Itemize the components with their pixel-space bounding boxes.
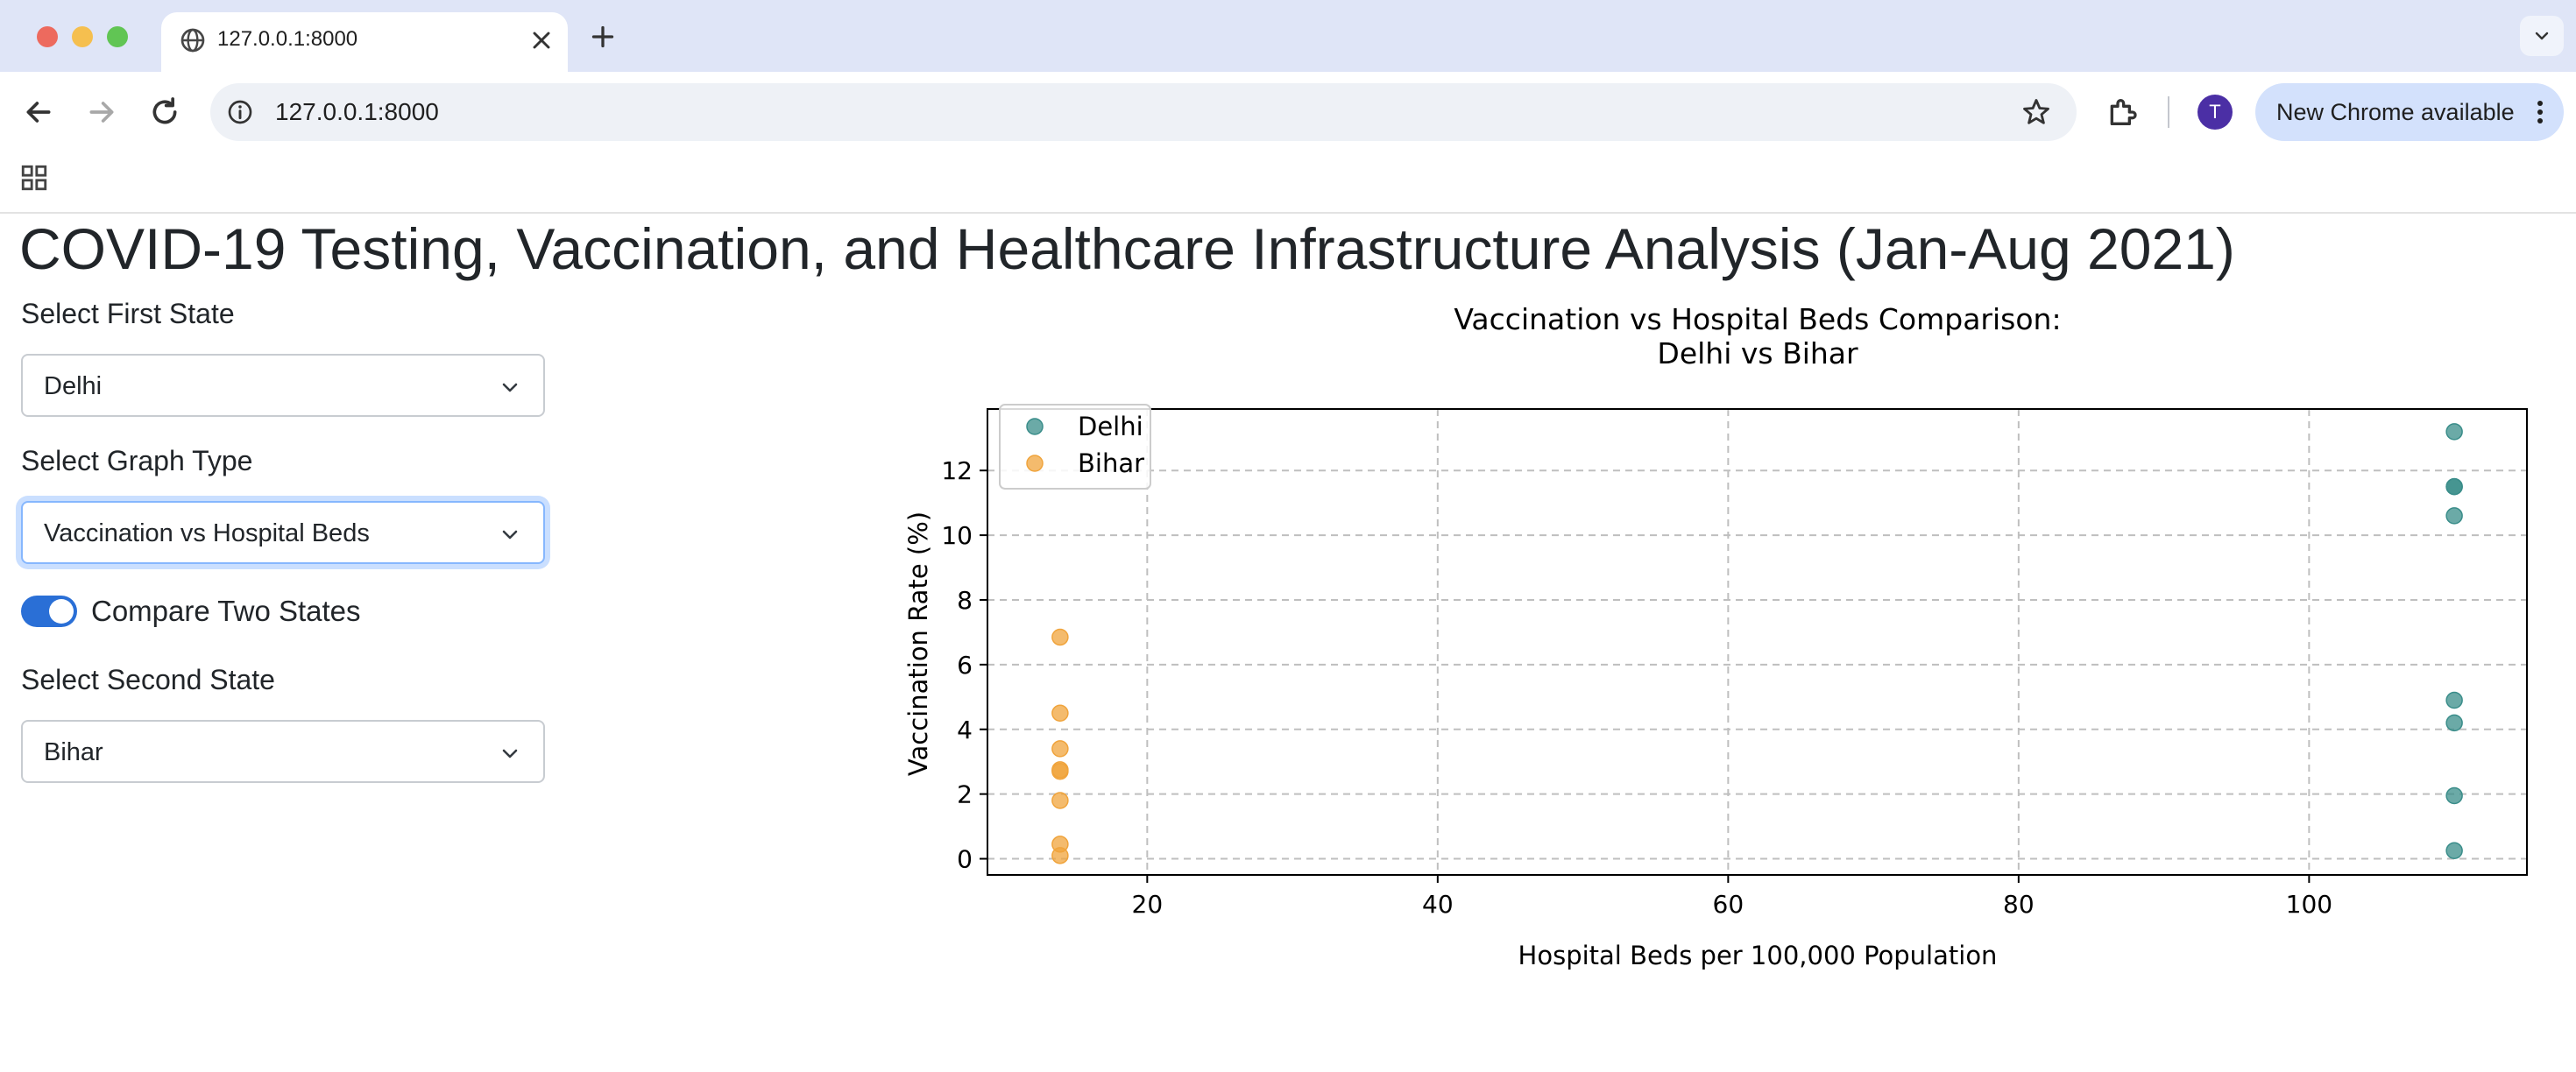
data-point-bihar bbox=[1051, 763, 1069, 780]
plot-area bbox=[987, 408, 2528, 876]
data-point-bihar bbox=[1051, 740, 1069, 758]
y-tick-label: 4 bbox=[957, 716, 973, 744]
chart-legend: Delhi Bihar bbox=[999, 404, 1151, 490]
forward-icon[interactable] bbox=[84, 95, 119, 130]
x-tick-label: 20 bbox=[1132, 890, 1164, 919]
data-point-delhi bbox=[2445, 786, 2463, 805]
chart-points bbox=[1051, 423, 2463, 864]
tab-strip: 127.0.0.1:8000 bbox=[0, 0, 2576, 72]
site-info-icon[interactable] bbox=[226, 98, 254, 126]
data-point-bihar bbox=[1051, 847, 1069, 864]
dashboard-page: COVID-19 Testing, Vaccination, and Healt… bbox=[0, 214, 2576, 1055]
chevron-down-icon bbox=[502, 749, 518, 758]
x-tick-label: 80 bbox=[2003, 890, 2035, 919]
graph-type-value: Vaccination vs Hospital Beds bbox=[44, 519, 370, 547]
scatter-chart: Vaccination vs Hospital Beds Comparison:… bbox=[903, 302, 2528, 970]
x-tick-label: 60 bbox=[1713, 890, 1744, 919]
window-close-button[interactable] bbox=[37, 26, 58, 47]
browser-tab[interactable]: 127.0.0.1:8000 bbox=[161, 12, 568, 72]
chart-subtitle: Delhi vs Bihar bbox=[1657, 336, 1858, 370]
page-title: COVID-19 Testing, Vaccination, and Healt… bbox=[19, 216, 2235, 281]
url-text[interactable]: 127.0.0.1:8000 bbox=[275, 98, 439, 125]
y-tick-label: 0 bbox=[957, 845, 973, 874]
compare-states-toggle[interactable] bbox=[21, 596, 77, 627]
close-icon[interactable] bbox=[527, 26, 556, 54]
plus-icon[interactable] bbox=[587, 21, 619, 53]
first-state-value: Delhi bbox=[44, 372, 103, 400]
chart-gridlines bbox=[987, 409, 2527, 875]
bookmarks-bar bbox=[0, 152, 2576, 214]
data-point-delhi bbox=[2445, 423, 2463, 441]
chevron-down-icon bbox=[502, 530, 518, 540]
legend-marker-bihar bbox=[1026, 455, 1044, 472]
star-icon[interactable] bbox=[2020, 96, 2052, 128]
window-minimize-button[interactable] bbox=[72, 26, 93, 47]
legend-label-delhi: Delhi bbox=[1078, 412, 1143, 441]
x-axis-label: Hospital Beds per 100,000 Population bbox=[1518, 941, 1998, 970]
chevron-down-icon bbox=[2535, 32, 2549, 40]
more-vert-icon[interactable] bbox=[2534, 99, 2546, 125]
x-tick-label: 100 bbox=[2286, 890, 2332, 919]
y-tick-label: 8 bbox=[957, 586, 973, 615]
second-state-label: Select Second State bbox=[21, 664, 275, 695]
data-point-delhi bbox=[2445, 714, 2463, 732]
update-chrome-button[interactable]: New Chrome available bbox=[2255, 83, 2564, 141]
first-state-select[interactable]: Delhi bbox=[21, 354, 545, 417]
reload-icon[interactable] bbox=[147, 95, 182, 130]
data-point-delhi bbox=[2445, 507, 2463, 525]
data-point-bihar bbox=[1051, 704, 1069, 723]
chevron-down-icon bbox=[502, 383, 518, 392]
chart-title: Vaccination vs Hospital Beds Comparison: bbox=[1454, 302, 2061, 336]
browser-toolbar: 127.0.0.1:8000 T New Chrome available bbox=[0, 72, 2576, 152]
toolbar-divider bbox=[2168, 96, 2169, 128]
data-point-delhi bbox=[2445, 691, 2463, 709]
data-point-bihar bbox=[1051, 792, 1069, 809]
y-tick-label: 2 bbox=[957, 780, 973, 809]
compare-states-label: Compare Two States bbox=[91, 595, 361, 627]
legend-marker-delhi bbox=[1026, 418, 1044, 435]
tab-search-button[interactable] bbox=[2520, 16, 2564, 56]
graph-type-label: Select Graph Type bbox=[21, 445, 253, 476]
data-point-delhi bbox=[2445, 842, 2463, 860]
toggle-knob bbox=[49, 599, 74, 624]
data-point-delhi bbox=[2445, 477, 2463, 496]
address-bar[interactable]: 127.0.0.1:8000 bbox=[210, 83, 2077, 141]
extensions-icon[interactable] bbox=[2105, 95, 2140, 130]
tab-title: 127.0.0.1:8000 bbox=[217, 27, 358, 51]
y-tick-label: 6 bbox=[957, 651, 973, 680]
y-tick-label: 12 bbox=[941, 456, 973, 485]
y-axis-label: Vaccination Rate (%) bbox=[903, 511, 933, 776]
second-state-select[interactable]: Bihar bbox=[21, 720, 545, 783]
y-tick-label: 10 bbox=[941, 521, 973, 550]
graph-type-select[interactable]: Vaccination vs Hospital Beds bbox=[21, 501, 545, 564]
legend-label-bihar: Bihar bbox=[1078, 448, 1144, 478]
update-chrome-label: New Chrome available bbox=[2276, 99, 2515, 125]
chart-ticks: 20 40 60 80 100 0 2 4 6 8 10 12 bbox=[941, 456, 2332, 919]
back-icon[interactable] bbox=[21, 95, 56, 130]
x-tick-label: 40 bbox=[1422, 890, 1454, 919]
data-point-bihar bbox=[1051, 628, 1069, 646]
second-state-value: Bihar bbox=[44, 738, 103, 766]
window-zoom-button[interactable] bbox=[107, 26, 128, 47]
first-state-label: Select First State bbox=[21, 298, 235, 329]
apps-grid-icon[interactable] bbox=[19, 163, 49, 193]
globe-icon bbox=[180, 28, 205, 53]
profile-avatar[interactable]: T bbox=[2197, 95, 2233, 130]
